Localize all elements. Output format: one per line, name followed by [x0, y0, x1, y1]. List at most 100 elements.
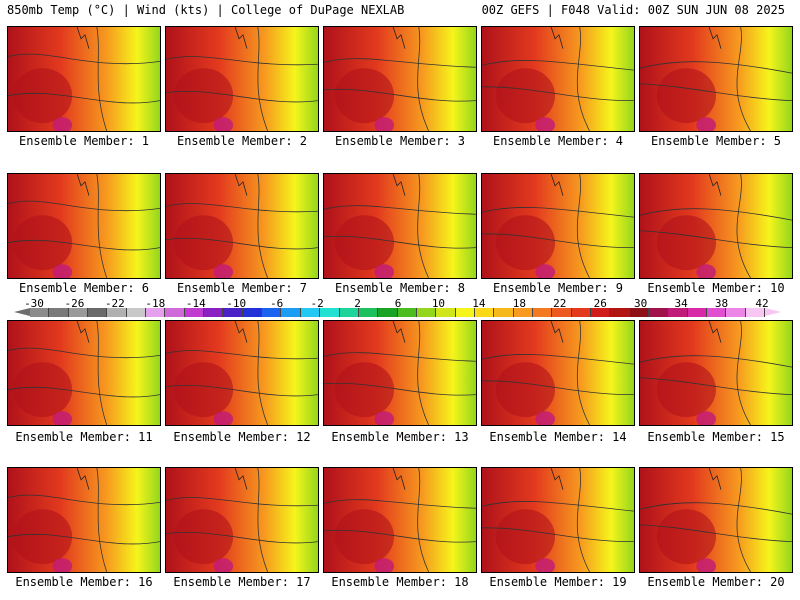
colorbar-swatch — [513, 308, 533, 317]
colorbar-min-arrow — [14, 308, 30, 316]
colorbar-tick-label: -2 — [310, 297, 324, 310]
ensemble-member-label: Ensemble Member: 3 — [334, 134, 466, 148]
ensemble-member-map — [639, 173, 793, 279]
run-valid-time: 00Z GEFS | F048 Valid: 00Z SUN JUN 08 20… — [481, 3, 785, 17]
ensemble-member-map — [165, 26, 319, 132]
colorbar-swatch — [494, 308, 514, 317]
ensemble-member-label: Ensemble Member: 4 — [492, 134, 624, 148]
ensemble-member-label: Ensemble Member: 7 — [176, 281, 308, 295]
ensemble-member-map — [639, 467, 793, 573]
colorbar-max-arrow — [765, 308, 781, 316]
ensemble-member-label: Ensemble Member: 8 — [334, 281, 466, 295]
ensemble-member-map — [165, 467, 319, 573]
colorbar-swatch — [687, 308, 708, 317]
ensemble-member-map — [165, 173, 319, 279]
colorbar-tick-label: -30 — [24, 297, 44, 310]
colorbar-swatch — [745, 308, 766, 317]
colorbar-tick-label: -18 — [145, 297, 166, 310]
ensemble-member-label: Ensemble Member: 5 — [650, 134, 782, 148]
colorbar-swatch — [262, 308, 282, 317]
colorbar-tick-label: 34 — [674, 297, 688, 310]
colorbar-swatch — [416, 308, 437, 317]
colorbar-swatch — [571, 308, 591, 317]
colorbar-tick-label: -22 — [104, 297, 125, 310]
ensemble-member-label: Ensemble Member: 12 — [173, 430, 311, 444]
ensemble-member-map — [639, 320, 793, 426]
colorbar-tick-label: 18 — [512, 297, 526, 310]
colorbar-swatch — [165, 308, 185, 317]
ensemble-member-map — [165, 320, 319, 426]
ensemble-member-label: Ensemble Member: 17 — [173, 575, 311, 589]
colorbar-tick-label: 26 — [593, 297, 607, 310]
colorbar-tick-label: 6 — [394, 297, 402, 310]
colorbar-swatch — [146, 308, 166, 317]
colorbar-swatch — [707, 308, 727, 317]
ensemble-member-map — [7, 26, 161, 132]
colorbar-tick-label: 2 — [354, 297, 361, 310]
ensemble-member-label: Ensemble Member: 11 — [15, 430, 153, 444]
colorbar-swatch — [242, 308, 263, 317]
colorbar-tick-label: -6 — [270, 297, 284, 310]
ensemble-member-label: Ensemble Member: 20 — [647, 575, 785, 589]
colorbar-tick-label: 30 — [634, 297, 648, 310]
colorbar-swatch — [107, 308, 127, 317]
temperature-colorbar — [30, 308, 766, 317]
colorbar-swatch — [668, 308, 688, 317]
ensemble-member-map — [323, 26, 477, 132]
colorbar-swatch — [649, 308, 669, 317]
colorbar-swatch — [590, 308, 611, 317]
colorbar-swatch — [68, 308, 89, 317]
colorbar-swatch — [552, 308, 572, 317]
colorbar-swatch — [455, 308, 475, 317]
colorbar-swatch — [532, 308, 553, 317]
colorbar-swatch — [474, 308, 495, 317]
ensemble-member-map — [323, 467, 477, 573]
colorbar-tick-label: 38 — [714, 297, 729, 310]
colorbar-tick-label: 10 — [431, 297, 446, 310]
ensemble-member-label: Ensemble Member: 9 — [492, 281, 624, 295]
chart-title: 850mb Temp (°C) | Wind (kts) | College o… — [7, 3, 405, 17]
ensemble-member-map — [323, 320, 477, 426]
ensemble-member-label: Ensemble Member: 10 — [647, 281, 785, 295]
ensemble-member-map — [481, 320, 635, 426]
colorbar-swatch — [184, 308, 205, 317]
ensemble-member-map — [323, 173, 477, 279]
colorbar-swatch — [378, 308, 398, 317]
ensemble-member-label: Ensemble Member: 19 — [489, 575, 627, 589]
colorbar-swatch — [300, 308, 321, 317]
ensemble-member-label: Ensemble Member: 16 — [15, 575, 153, 589]
colorbar-swatch — [610, 308, 630, 317]
colorbar-swatch — [223, 308, 243, 317]
ensemble-member-map — [481, 467, 635, 573]
ensemble-member-label: Ensemble Member: 13 — [331, 430, 469, 444]
colorbar-tick-label: -26 — [64, 297, 85, 310]
ensemble-member-map — [639, 26, 793, 132]
ensemble-member-label: Ensemble Member: 14 — [489, 430, 627, 444]
colorbar-swatch — [436, 308, 456, 317]
colorbar-swatch — [281, 308, 301, 317]
ensemble-member-label: Ensemble Member: 15 — [647, 430, 785, 444]
colorbar-swatch — [629, 308, 649, 317]
ensemble-member-map — [7, 467, 161, 573]
colorbar-swatch — [339, 308, 359, 317]
colorbar-swatch — [126, 308, 147, 317]
colorbar-tick-label: -14 — [185, 297, 206, 310]
ensemble-member-label: Ensemble Member: 18 — [331, 575, 469, 589]
colorbar-swatch — [204, 308, 224, 317]
colorbar-swatch — [397, 308, 417, 317]
colorbar-tick-label: -10 — [226, 297, 247, 310]
colorbar-swatch — [320, 308, 340, 317]
ensemble-member-label: Ensemble Member: 6 — [18, 281, 150, 295]
colorbar-swatch — [358, 308, 379, 317]
ensemble-member-map — [7, 173, 161, 279]
ensemble-member-label: Ensemble Member: 2 — [176, 134, 308, 148]
ensemble-member-map — [481, 26, 635, 132]
ensemble-member-map — [481, 173, 635, 279]
colorbar-swatch — [30, 308, 50, 317]
colorbar-tick-label: 42 — [755, 297, 769, 310]
ensemble-member-map — [7, 320, 161, 426]
colorbar-tick-label: 14 — [472, 297, 486, 310]
colorbar-swatch — [88, 308, 108, 317]
colorbar-swatch — [49, 308, 69, 317]
ensemble-member-label: Ensemble Member: 1 — [18, 134, 150, 148]
